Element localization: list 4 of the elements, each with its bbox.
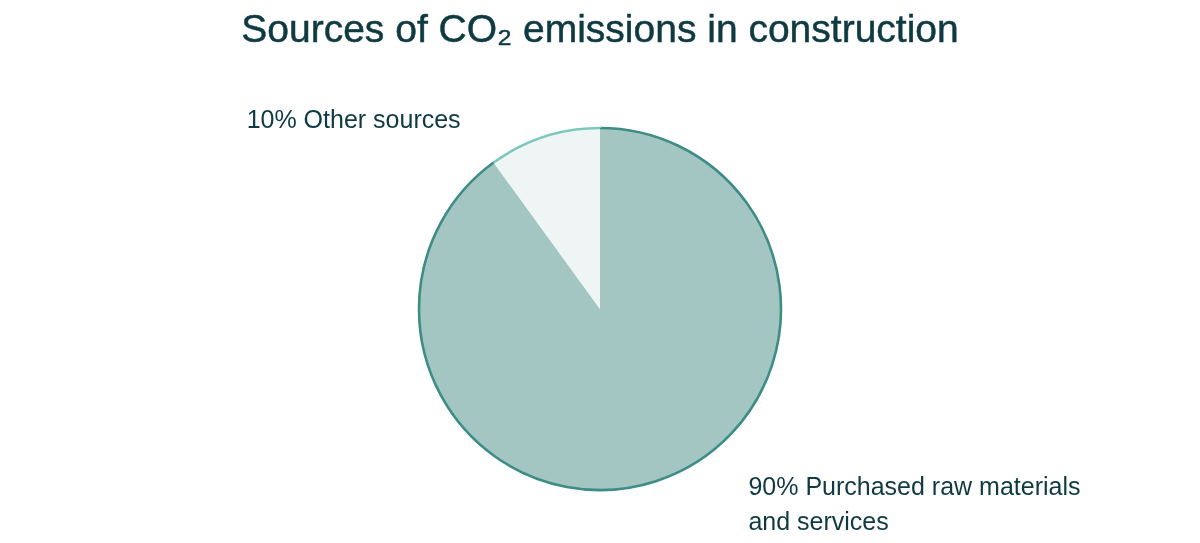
chart-title: Sources of CO₂ emissions in construction (241, 7, 959, 50)
pie-slice (492, 126, 602, 311)
slice-label: 90% Purchased raw materials and services (748, 472, 1081, 535)
slice-label: 10% Other sources (246, 105, 461, 133)
